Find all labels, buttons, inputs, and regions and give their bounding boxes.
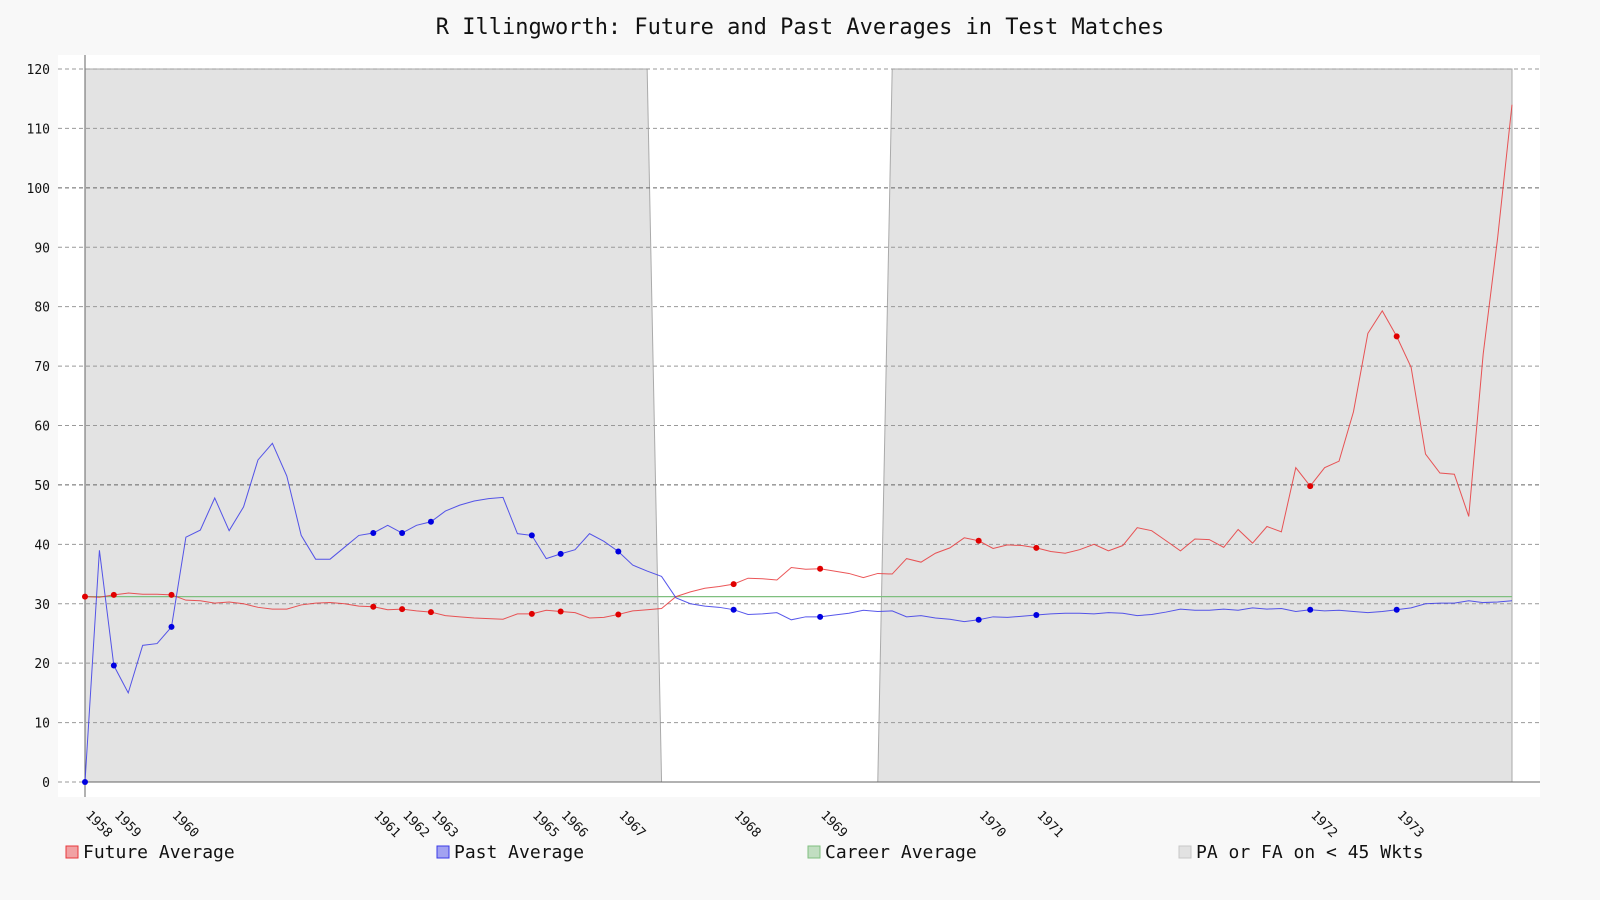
- legend-swatch: [436, 845, 450, 859]
- legend-swatch: [1178, 845, 1192, 859]
- y-tick-label: 30: [34, 598, 50, 613]
- series-marker: [370, 530, 377, 537]
- series-marker: [730, 606, 737, 613]
- series-marker: [1393, 606, 1400, 613]
- y-tick-label: 110: [27, 122, 50, 137]
- series-marker: [168, 591, 175, 598]
- chart-title: R Illingworth: Future and Past Averages …: [436, 15, 1164, 40]
- legend-swatch: [65, 845, 79, 859]
- series-line: [84, 104, 1513, 620]
- y-tick-label: 90: [34, 241, 50, 256]
- series-marker: [427, 518, 434, 525]
- series-marker: [1033, 544, 1040, 551]
- legend: Future Average Past Average Career Average…: [65, 842, 1424, 863]
- legend-label: Future Average: [83, 842, 235, 863]
- series-marker: [730, 581, 737, 588]
- series-line: [84, 442, 1513, 783]
- series-marker: [817, 565, 824, 572]
- series-marker: [557, 550, 564, 557]
- series-marker: [817, 613, 824, 620]
- series-marker: [82, 779, 88, 785]
- y-tick-label: 70: [34, 360, 50, 375]
- y-tick-label: 60: [34, 420, 50, 435]
- lines-layer: [82, 104, 1513, 785]
- y-tick-label: 0: [42, 776, 50, 791]
- legend-label: Career Average: [825, 842, 977, 863]
- y-tick-label: 80: [34, 301, 50, 316]
- legend-label: PA or FA on < 45 Wkts: [1196, 842, 1424, 863]
- series-marker: [1393, 333, 1400, 340]
- y-tick-label: 50: [34, 479, 50, 494]
- series-marker: [427, 609, 434, 616]
- y-tick-label: 120: [27, 63, 50, 78]
- legend-label: Past Average: [454, 842, 584, 863]
- series-marker: [399, 606, 406, 613]
- series-marker: [1033, 612, 1040, 619]
- series-marker: [528, 532, 535, 539]
- y-tick-label: 100: [27, 182, 50, 197]
- series-marker: [557, 608, 564, 615]
- series-marker: [168, 623, 175, 630]
- y-tick-label: 10: [34, 717, 50, 732]
- series-marker: [615, 611, 622, 618]
- series-marker: [82, 593, 88, 600]
- legend-swatch: [807, 845, 821, 859]
- series-marker: [1307, 483, 1314, 490]
- y-tick-label: 40: [34, 538, 50, 553]
- series-marker: [370, 603, 377, 610]
- series-marker: [110, 662, 117, 669]
- series-marker: [528, 610, 535, 617]
- series-marker: [1307, 606, 1314, 613]
- series-marker: [975, 616, 982, 623]
- series-marker: [399, 530, 406, 537]
- series-marker: [615, 548, 622, 555]
- y-tick-label: 20: [34, 657, 50, 672]
- series-marker: [975, 537, 982, 544]
- series-marker: [110, 591, 117, 598]
